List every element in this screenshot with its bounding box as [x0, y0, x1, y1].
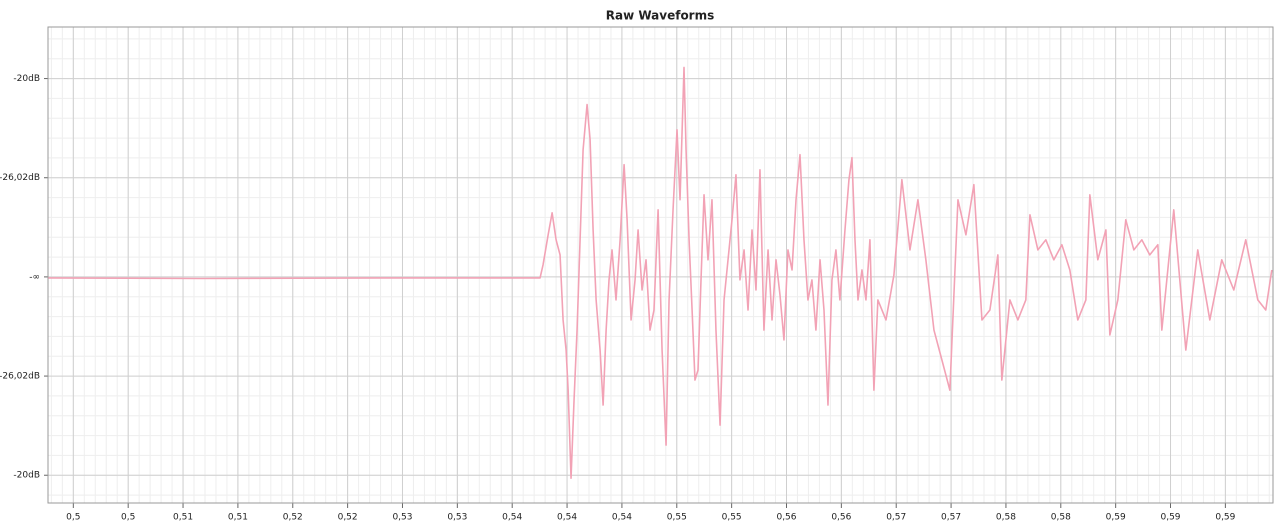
x-tick-label: 0,55 — [722, 513, 742, 523]
x-tick-label: 0,57 — [886, 513, 906, 523]
x-tick-label: 0,59 — [1106, 513, 1126, 523]
x-tick-label: 0,51 — [173, 513, 193, 523]
x-tick-label: 0,54 — [502, 513, 522, 523]
x-tick-label: 0,5 — [66, 513, 80, 523]
x-tick-label: 0,52 — [338, 513, 358, 523]
x-tick-label: 0,59 — [1160, 513, 1180, 523]
x-tick-label: 0,53 — [392, 513, 412, 523]
x-tick-label: 0,53 — [447, 513, 467, 523]
x-tick-label: 0,54 — [612, 513, 632, 523]
x-tick-label: 0,56 — [776, 513, 796, 523]
x-tick-label: 0,51 — [228, 513, 248, 523]
waveform-line — [48, 66, 1273, 480]
x-tick-label: 0,5 — [121, 513, 135, 523]
y-tick-label: -26,02dB — [0, 372, 40, 382]
y-tick-label: -20dB — [13, 471, 40, 481]
x-tick-label: 0,55 — [667, 513, 687, 523]
x-tick-label: 0,54 — [557, 513, 577, 523]
y-tick-label: -∞ — [29, 272, 40, 282]
x-tick-label: 0,59 — [1215, 513, 1235, 523]
x-tick-label: 0,58 — [996, 513, 1016, 523]
x-tick-label: 0,58 — [1051, 513, 1071, 523]
plot-frame — [47, 26, 1274, 504]
x-tick-label: 0,57 — [941, 513, 961, 523]
x-tick-label: 0,56 — [831, 513, 851, 523]
y-tick-label: -26,02dB — [0, 173, 40, 183]
y-tick-label: -20dB — [13, 74, 40, 84]
x-tick-label: 0,52 — [283, 513, 303, 523]
chart-title: Raw Waveforms — [606, 9, 715, 23]
